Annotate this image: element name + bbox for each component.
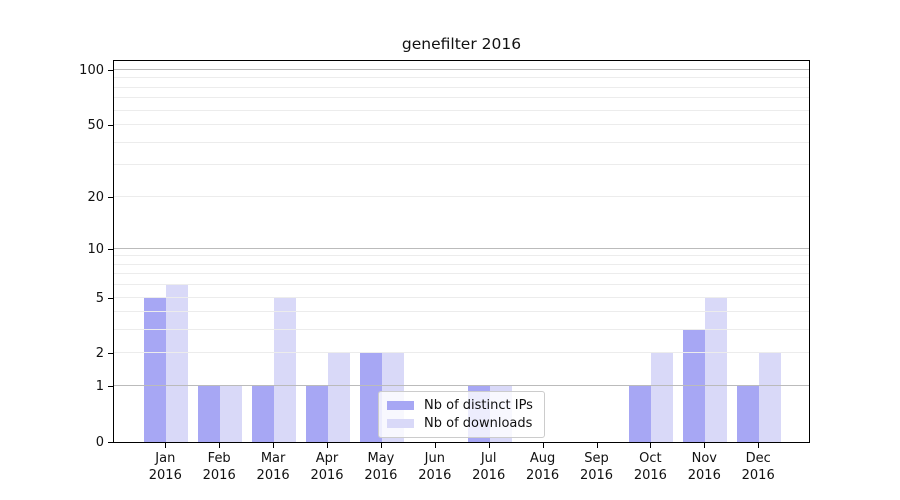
bar-distinct-ips-nov bbox=[683, 330, 706, 442]
legend-item-downloads: Nb of downloads bbox=[387, 416, 536, 431]
major-gridline-100 bbox=[114, 69, 809, 70]
x-tick-label-jul: Jul 2016 bbox=[472, 451, 506, 483]
x-tick-may bbox=[380, 443, 382, 448]
x-tick-jun bbox=[434, 443, 436, 448]
bar-distinct-ips-dec bbox=[737, 386, 760, 442]
minor-gridline-9 bbox=[114, 255, 809, 257]
x-tick-label-jan: Jan 2016 bbox=[148, 451, 182, 483]
bar-distinct-ips-apr bbox=[306, 386, 328, 442]
x-tick-dec bbox=[758, 443, 760, 448]
x-tick-label-apr: Apr 2016 bbox=[310, 451, 344, 483]
y-tick-label-1: 1 bbox=[95, 379, 104, 395]
minor-gridline-20 bbox=[114, 195, 809, 197]
y-tick-label-10: 10 bbox=[87, 241, 104, 257]
bar-distinct-ips-feb bbox=[198, 386, 221, 442]
y-tick-0 bbox=[108, 442, 113, 443]
chart-title: genefilter 2016 bbox=[401, 35, 522, 53]
plot-area bbox=[113, 60, 810, 443]
bar-downloads-dec bbox=[759, 353, 782, 442]
minor-gridline-40 bbox=[114, 141, 809, 143]
x-tick-aug bbox=[542, 443, 544, 448]
x-tick-nov bbox=[704, 443, 706, 448]
minor-gridline-3 bbox=[114, 329, 809, 331]
downloads-swatch-icon bbox=[387, 419, 414, 429]
bar-downloads-nov bbox=[705, 297, 728, 442]
y-tick-2 bbox=[108, 353, 113, 355]
legend: Nb of distinct IPs Nb of downloads bbox=[378, 391, 545, 438]
x-tick-feb bbox=[219, 443, 221, 448]
y-tick-20 bbox=[108, 196, 113, 198]
minor-gridline-8 bbox=[114, 263, 809, 265]
minor-gridline-70 bbox=[114, 97, 809, 99]
bar-distinct-ips-jan bbox=[144, 297, 167, 442]
y-tick-5 bbox=[108, 297, 113, 299]
bars-layer bbox=[114, 61, 809, 442]
x-tick-label-oct: Oct 2016 bbox=[633, 451, 667, 483]
minor-gridline-2 bbox=[114, 352, 809, 354]
x-tick-label-sep: Sep 2016 bbox=[579, 451, 614, 483]
x-tick-label-feb: Feb 2016 bbox=[202, 451, 236, 483]
x-tick-label-jun: Jun 2016 bbox=[418, 451, 452, 483]
x-tick-apr bbox=[327, 443, 328, 448]
x-tick-label-aug: Aug 2016 bbox=[526, 451, 560, 483]
y-tick-10 bbox=[108, 248, 113, 250]
minor-gridline-5 bbox=[114, 296, 809, 298]
y-tick-100 bbox=[108, 70, 113, 71]
x-tick-label-nov: Nov 2016 bbox=[687, 451, 721, 483]
x-tick-sep bbox=[596, 443, 598, 448]
y-tick-label-5: 5 bbox=[95, 290, 104, 306]
minor-gridline-60 bbox=[114, 109, 809, 111]
minor-gridline-4 bbox=[114, 311, 809, 313]
distinct-ips-swatch-icon bbox=[387, 400, 414, 410]
minor-gridline-90 bbox=[114, 77, 809, 79]
x-tick-label-dec: Dec 2016 bbox=[741, 451, 775, 483]
legend-label-distinct-ips: Nb of distinct IPs bbox=[424, 397, 533, 413]
y-tick-label-2: 2 bbox=[95, 346, 104, 362]
bar-downloads-oct bbox=[651, 353, 674, 442]
bar-downloads-jan bbox=[166, 285, 189, 442]
minor-gridline-50 bbox=[114, 124, 809, 126]
minor-gridline-30 bbox=[114, 164, 809, 166]
major-gridline-10 bbox=[114, 247, 809, 249]
bar-distinct-ips-mar bbox=[252, 386, 275, 442]
y-tick-label-20: 20 bbox=[87, 189, 104, 205]
x-tick-label-may: May 2016 bbox=[364, 451, 398, 483]
major-gridline-1 bbox=[114, 385, 809, 387]
y-tick-label-50: 50 bbox=[87, 118, 104, 134]
bar-downloads-mar bbox=[274, 297, 297, 442]
y-tick-label-0: 0 bbox=[95, 435, 104, 450]
y-tick-50 bbox=[108, 125, 113, 127]
bar-downloads-apr bbox=[328, 353, 350, 442]
bar-distinct-ips-oct bbox=[629, 386, 652, 442]
minor-gridline-7 bbox=[114, 273, 809, 275]
bar-downloads-feb bbox=[220, 386, 243, 442]
gridlines-layer bbox=[114, 61, 809, 442]
x-tick-mar bbox=[273, 443, 275, 448]
bar-distinct-ips-may bbox=[359, 353, 382, 442]
legend-item-distinct-ips: Nb of distinct IPs bbox=[387, 398, 536, 413]
x-tick-label-mar: Mar 2016 bbox=[256, 451, 290, 483]
y-tick-1 bbox=[108, 386, 113, 388]
minor-gridline-6 bbox=[114, 284, 809, 286]
y-tick-label-100: 100 bbox=[79, 63, 104, 78]
x-tick-oct bbox=[650, 443, 652, 448]
x-tick-jan bbox=[165, 443, 167, 448]
x-tick-jul bbox=[488, 443, 490, 448]
minor-gridline-80 bbox=[114, 86, 809, 88]
legend-label-downloads: Nb of downloads bbox=[424, 416, 533, 432]
